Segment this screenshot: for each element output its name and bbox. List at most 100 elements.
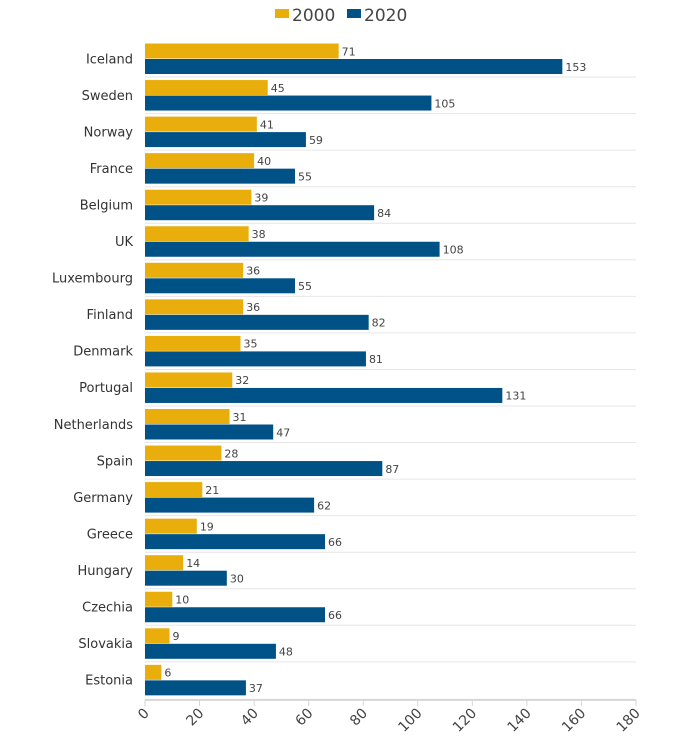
x-tick-label: 140 bbox=[504, 705, 534, 735]
bar-2020 bbox=[145, 168, 296, 184]
category-label: Belgium bbox=[80, 198, 133, 213]
data-label-2020: 105 bbox=[434, 97, 455, 110]
data-label-2000: 9 bbox=[173, 630, 180, 643]
data-label-2020: 153 bbox=[565, 61, 586, 74]
bar-2000 bbox=[145, 628, 170, 644]
bar-2000 bbox=[145, 445, 222, 461]
data-label-2020: 66 bbox=[328, 536, 342, 549]
bars: 71 153 45 105 41 59 40 55 39 84 38 108 36 55 36 82 35 81 3… bbox=[145, 43, 586, 696]
data-label-2000: 36 bbox=[246, 301, 260, 314]
bar-2020 bbox=[145, 680, 246, 696]
bar-2020 bbox=[145, 59, 563, 74]
data-label-2020: 82 bbox=[372, 317, 386, 330]
bar-2020 bbox=[145, 205, 375, 221]
data-label-2020: 55 bbox=[298, 170, 312, 183]
x-tick-label: 120 bbox=[450, 705, 480, 735]
category-label: Iceland bbox=[86, 52, 133, 67]
data-label-2000: 28 bbox=[224, 447, 238, 460]
data-label-2000: 21 bbox=[205, 484, 219, 497]
data-label-2000: 40 bbox=[257, 155, 271, 168]
legend: 2000 2020 bbox=[275, 6, 407, 26]
category-labels: Iceland Sweden Norway France Belgium UK Luxemb… bbox=[52, 52, 133, 688]
x-tick-label: 80 bbox=[347, 705, 371, 729]
bar-2020 bbox=[145, 241, 440, 257]
bar-2020 bbox=[145, 534, 326, 550]
data-label-2000: 41 bbox=[260, 118, 274, 131]
data-label-2020: 87 bbox=[385, 463, 399, 476]
data-label-2000: 39 bbox=[254, 191, 268, 204]
category-label: Portugal bbox=[79, 381, 133, 396]
data-label-2020: 30 bbox=[230, 572, 244, 585]
category-label: Spain bbox=[97, 454, 133, 469]
x-tick-label: 180 bbox=[614, 705, 644, 735]
data-label-2020: 131 bbox=[505, 390, 526, 403]
data-label-2000: 35 bbox=[243, 338, 257, 351]
x-tick-label: 60 bbox=[293, 705, 317, 729]
data-label-2020: 59 bbox=[309, 134, 323, 147]
bar-2000 bbox=[145, 664, 162, 680]
category-label: Germany bbox=[73, 491, 133, 506]
category-label: Sweden bbox=[82, 89, 133, 104]
category-label: Finland bbox=[87, 308, 133, 323]
bar-2000 bbox=[145, 591, 173, 607]
category-label: Czechia bbox=[82, 601, 133, 616]
data-label-2000: 10 bbox=[175, 594, 189, 607]
bar-2020 bbox=[145, 132, 306, 148]
data-label-2020: 84 bbox=[377, 207, 391, 220]
bar-2020 bbox=[145, 387, 503, 403]
bar-2000 bbox=[145, 80, 268, 96]
legend-swatch-2000 bbox=[275, 9, 289, 18]
bar-2000 bbox=[145, 189, 252, 205]
category-label: Denmark bbox=[73, 345, 133, 360]
category-label: Netherlands bbox=[54, 418, 133, 433]
bar-2020 bbox=[145, 314, 369, 330]
category-label: Hungary bbox=[77, 564, 133, 579]
bar-2000 bbox=[145, 555, 184, 571]
data-label-2020: 37 bbox=[249, 682, 263, 695]
legend-label-2020: 2020 bbox=[364, 6, 407, 26]
bar-2020 bbox=[145, 607, 326, 623]
bar-2000 bbox=[145, 372, 233, 388]
category-label: Slovakia bbox=[78, 637, 133, 652]
data-label-2020: 108 bbox=[443, 244, 464, 257]
bar-2020 bbox=[145, 643, 276, 659]
data-label-2000: 45 bbox=[271, 82, 285, 95]
legend-label-2000: 2000 bbox=[292, 6, 335, 26]
x-tick-label: 0 bbox=[135, 705, 153, 723]
x-tick-label: 160 bbox=[559, 705, 589, 735]
x-tick-label: 40 bbox=[238, 705, 262, 729]
bar-2000 bbox=[145, 153, 255, 169]
bar-2000 bbox=[145, 518, 197, 534]
bar-2020 bbox=[145, 351, 366, 367]
data-label-2000: 71 bbox=[342, 45, 356, 58]
bar-2020 bbox=[145, 95, 432, 111]
category-label: Estonia bbox=[85, 674, 133, 689]
bar-2000 bbox=[145, 226, 249, 242]
data-label-2020: 62 bbox=[317, 499, 331, 512]
data-label-2000: 32 bbox=[235, 374, 249, 387]
bar-2020 bbox=[145, 461, 383, 477]
category-label: Greece bbox=[87, 527, 133, 542]
bar-2000 bbox=[145, 409, 230, 424]
bar-2000 bbox=[145, 299, 244, 315]
bar-2020 bbox=[145, 570, 227, 586]
x-axis: 0 20 40 60 80 100 120 140 160 180 bbox=[135, 698, 644, 736]
data-label-2020: 55 bbox=[298, 280, 312, 293]
data-label-2020: 48 bbox=[279, 646, 293, 659]
bar-2000 bbox=[145, 116, 257, 132]
data-label-2000: 6 bbox=[164, 667, 171, 680]
data-label-2000: 14 bbox=[186, 557, 200, 570]
bar-2000 bbox=[145, 482, 203, 498]
data-label-2000: 31 bbox=[233, 411, 247, 424]
data-label-2020: 47 bbox=[276, 426, 290, 439]
data-label-2000: 38 bbox=[252, 228, 266, 241]
data-label-2020: 81 bbox=[369, 353, 383, 366]
bar-2000 bbox=[145, 43, 339, 59]
bar-2020 bbox=[145, 424, 274, 440]
gridlines bbox=[145, 76, 636, 663]
x-tick-label: 100 bbox=[395, 705, 425, 735]
category-label: UK bbox=[115, 235, 134, 250]
x-tick-label: 20 bbox=[183, 705, 207, 729]
data-label-2000: 19 bbox=[200, 520, 214, 533]
